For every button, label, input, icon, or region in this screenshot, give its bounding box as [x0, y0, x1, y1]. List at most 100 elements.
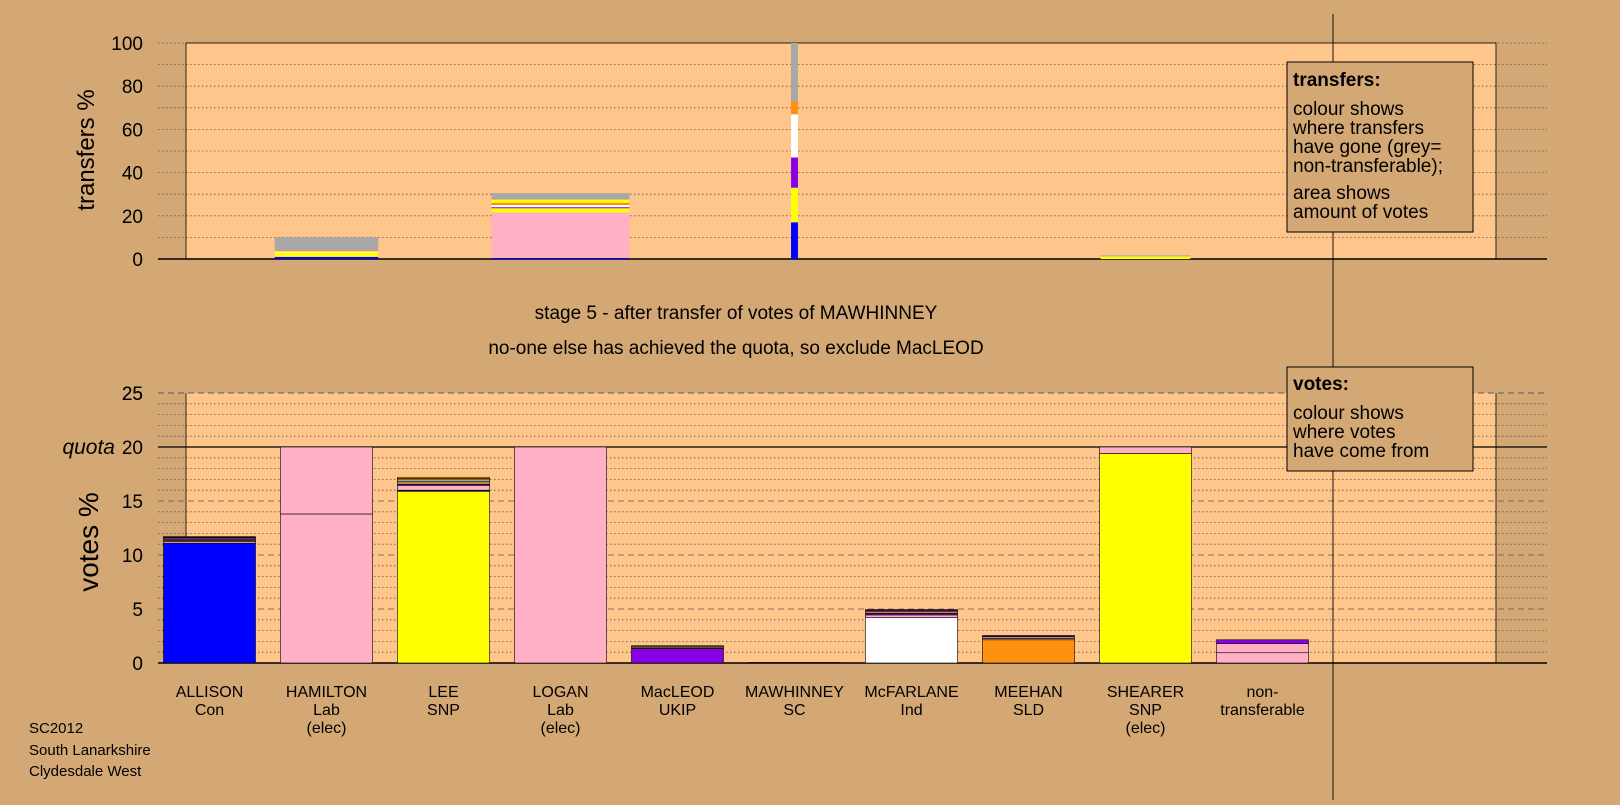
y-tick-label: 20 — [122, 438, 143, 459]
stage-subtitle: no-one else has achieved the quota, so e… — [488, 338, 983, 359]
transfer-segment-con — [791, 222, 798, 259]
transfer-segment-sld — [491, 202, 630, 205]
transfer-segment-con — [491, 257, 630, 259]
vote-segment-con — [163, 542, 256, 664]
transfer-segment-nontransferable — [491, 193, 630, 200]
candidate-elected: (elec) — [540, 720, 580, 737]
candidate-party: SNP — [1129, 702, 1162, 719]
transfers-legend-line: area shows — [1293, 183, 1390, 204]
candidate-name: LEE — [428, 684, 458, 701]
candidate-name: MEEHAN — [994, 684, 1062, 701]
transfer-segment-nontransferable — [1100, 255, 1191, 257]
transfers-legend-line: amount of votes — [1293, 202, 1428, 223]
transfers-legend-line: colour shows — [1293, 99, 1404, 120]
votes-legend-line: colour shows — [1293, 403, 1404, 424]
vote-segment-ukip — [982, 635, 1075, 637]
candidate-party: SLD — [1013, 702, 1044, 719]
y-axis-title: votes % — [73, 492, 104, 592]
transfers-legend-line: non-transferable); — [1293, 156, 1443, 177]
votes-legend-box — [1286, 366, 1474, 472]
transfer-segment-ind — [791, 114, 798, 158]
vote-segment-ind — [865, 617, 958, 664]
transfer-segment-snp — [791, 187, 798, 223]
y-tick-label: 0 — [132, 250, 143, 271]
vote-segment-ukip — [631, 648, 724, 664]
votes-legend-line: have come from — [1293, 441, 1429, 462]
y-tick-label: 20 — [122, 207, 143, 228]
vote-segment-lab — [397, 485, 490, 491]
vote-segment-lab — [1216, 652, 1309, 664]
vote-segment-sld — [982, 639, 1075, 664]
vote-segment-lab — [514, 446, 607, 664]
y-tick-label: 100 — [111, 34, 143, 55]
vote-segment-lab — [1216, 643, 1309, 654]
candidate-party: SNP — [427, 702, 460, 719]
transfer-segment-con — [274, 256, 379, 259]
y-axis-title: transfers % — [73, 89, 100, 210]
y-tick-label: 5 — [132, 600, 143, 621]
vote-segment-sc — [397, 481, 490, 485]
y-tick-label: 0 — [132, 654, 143, 675]
votes-legend-line: where votes — [1292, 422, 1395, 443]
quota-label: quota — [62, 436, 115, 459]
candidate-name: SHEARER — [1107, 684, 1184, 701]
vote-segment-lab — [865, 614, 958, 618]
y-tick-label: 15 — [122, 492, 143, 513]
candidate-name: ALLISON — [176, 684, 244, 701]
vote-segment-sld — [631, 645, 724, 647]
candidate-party: SC — [783, 702, 805, 719]
candidate-name: MAWHINNEY — [745, 684, 844, 701]
candidate-party: Lab — [547, 702, 574, 719]
transfer-segment-snp — [491, 208, 630, 213]
votes-legend-title: votes: — [1293, 374, 1349, 395]
candidate-name: McFARLANE — [864, 684, 958, 701]
candidate-name: non- — [1246, 684, 1278, 701]
transfer-segment-lab — [491, 212, 630, 258]
candidate-elected: (elec) — [306, 720, 346, 737]
y-tick-label: 80 — [122, 77, 143, 98]
transfers-legend-line: have gone (grey= — [1293, 137, 1441, 158]
vote-segment-ukip — [865, 609, 958, 611]
transfers-legend-line: where transfers — [1292, 118, 1424, 139]
candidate-party: Con — [195, 702, 224, 719]
vote-segment-lab — [1099, 446, 1192, 454]
vote-segment-sld — [163, 536, 256, 538]
vote-segment-sc — [748, 662, 841, 664]
vote-segment-lab — [280, 446, 373, 515]
candidate-party: Lab — [313, 702, 340, 719]
transfer-segment-ind — [274, 251, 379, 253]
candidate-party: transferable — [1220, 702, 1305, 719]
y-tick-label: 40 — [122, 164, 143, 185]
transfer-segment-snp — [1100, 256, 1191, 259]
footer-council: South Lanarkshire — [29, 742, 151, 759]
transfer-segment-ind — [491, 205, 630, 208]
transfers-legend-title: transfers: — [1293, 70, 1381, 91]
vote-segment-sc — [982, 636, 1075, 639]
y-tick-label: 10 — [122, 546, 143, 567]
vote-segment-lab — [280, 513, 373, 664]
y-tick-label: 25 — [122, 384, 143, 405]
vote-segment-ukip — [1216, 639, 1309, 644]
candidate-party: Ind — [900, 702, 922, 719]
transfer-segment-sld — [791, 101, 798, 115]
y-tick-label: 60 — [122, 120, 143, 141]
y-tick-label: 25 — [122, 384, 143, 405]
votes-legend: votes: colour shows where votes have com… — [1286, 366, 1474, 472]
vote-segment-snp — [397, 476, 490, 479]
transfer-segment-ukip — [791, 157, 798, 188]
candidate-name: HAMILTON — [286, 684, 367, 701]
transfers-legend: transfers: colour shows where transfers … — [1286, 61, 1474, 233]
footer-ward: Clydesdale West — [29, 763, 142, 780]
candidate-name: LOGAN — [532, 684, 588, 701]
plot-area — [186, 43, 1496, 259]
transfers-legend-box — [1286, 61, 1474, 233]
candidate-name: MacLEOD — [641, 684, 715, 701]
candidate-elected: (elec) — [1125, 720, 1165, 737]
transfer-segment-snp — [491, 199, 630, 203]
transfer-segment-ukip — [491, 207, 630, 209]
transfer-segment-nontransferable — [791, 43, 798, 102]
vote-segment-snp — [1099, 453, 1192, 664]
